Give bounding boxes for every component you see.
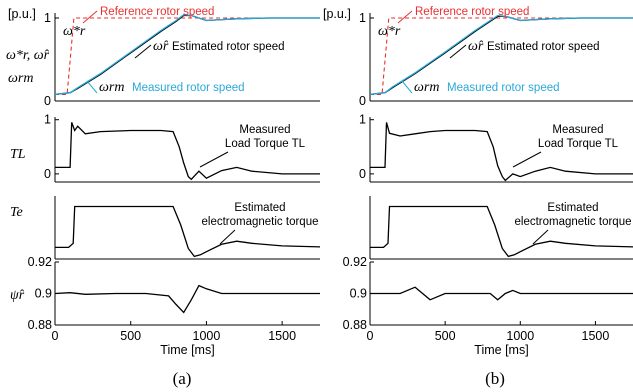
y-tick-label: 0.88 <box>28 318 52 332</box>
em-torque-label-line1: Estimated <box>234 202 285 214</box>
series-reference-rotor-speed <box>370 17 633 95</box>
estimated-symbol: ω̂r <box>153 39 169 54</box>
y-tick-label: 0 <box>359 167 366 181</box>
x-tick-label: 0 <box>367 329 374 343</box>
em-torque-pointer <box>219 229 236 245</box>
load-torque-label-line1: Measured <box>552 124 603 136</box>
load-torque-pointer <box>512 151 542 168</box>
panel-a: 0 1 Reference rotor speed ω*r ω̂r Estimated r… <box>8 6 321 388</box>
x-tick-label: 1000 <box>193 329 221 343</box>
em-torque-label-line2: electromagnetic torque <box>202 216 319 228</box>
speed-ylabel-top: ω*r, ω̂r <box>6 48 50 63</box>
measured-symbol: ωrm <box>99 80 124 95</box>
estimated-symbol: ω̂r <box>468 39 484 54</box>
reference-speed-label: Reference rotor speed <box>415 6 529 18</box>
panel-a-x-axis: 0 500 1000 1500 Time [ms] <box>52 321 296 357</box>
y-tick-label: 1 <box>359 113 366 127</box>
em-torque-pointer <box>532 229 549 245</box>
panel-a-speed-plot: 0 1 Reference rotor speed ω*r ω̂r Estimated r… <box>8 6 320 108</box>
panel-b-x-axis: 0 500 1000 1500 Time [ms] <box>367 321 610 357</box>
flux-ylabel: ψ̂r <box>10 288 25 303</box>
series-estimated-rotor-flux <box>54 284 320 314</box>
measured-pointer <box>401 80 413 94</box>
x-tick-label: 500 <box>435 329 456 343</box>
y-tick-label: 0.9 <box>35 287 52 301</box>
y-tick-label: 1 <box>44 11 51 25</box>
estimated-speed-label: Estimated rotor speed <box>172 41 285 53</box>
series-estimated-rotor-flux <box>370 286 633 301</box>
em-torque-ylabel: Te <box>10 205 23 220</box>
measured-speed-label: Measured rotor speed <box>447 82 560 94</box>
series-measured-load-torque-tl <box>370 122 633 182</box>
x-tick-label: 0 <box>52 329 59 343</box>
y-tick-label: 1 <box>44 113 51 127</box>
unit-label: [p.u.] <box>323 7 351 21</box>
unit-label: [p.u.] <box>8 7 36 21</box>
panel-a-caption: (a) <box>173 369 192 388</box>
panel-b-flux-plot: 0.88 0.9 0.92 <box>343 255 633 332</box>
reference-symbol: ω*r <box>63 24 86 39</box>
x-axis-label: Time [ms] <box>474 343 528 357</box>
y-tick-label: 0 <box>44 167 51 181</box>
load-torque-label-line2: Load Torque TL <box>538 138 619 150</box>
reference-pointer <box>397 10 413 24</box>
load-torque-label-line2: Load Torque TL <box>225 138 306 150</box>
estimated-pointer <box>134 44 152 59</box>
y-tick-label: 0.9 <box>350 287 367 301</box>
panel-a-flux-plot: 0.88 0.9 0.92 <box>28 255 320 332</box>
series-estimated-electromagnetic-torque <box>55 205 321 258</box>
y-tick-label: 0.88 <box>343 318 367 332</box>
load-torque-pointer <box>199 151 229 168</box>
y-tick-label: 1 <box>359 11 366 25</box>
series-reference-rotor-speed <box>55 17 320 95</box>
x-tick-label: 500 <box>120 329 141 343</box>
y-tick-label: 0.92 <box>28 255 52 269</box>
load-torque-ylabel: TL <box>10 147 26 162</box>
speed-ylabel-bottom: ωrm <box>8 71 33 86</box>
series-estimated-electromagnetic-torque <box>370 205 633 258</box>
em-torque-label-line2: electromagnetic torque <box>515 216 632 228</box>
y-tick-label: 0.92 <box>343 255 367 269</box>
reference-symbol: ω*r <box>378 24 401 39</box>
x-axis-label: Time [ms] <box>160 343 214 357</box>
y-tick-label: 0 <box>359 94 366 108</box>
panel-b-caption: (b) <box>485 369 505 388</box>
measured-pointer <box>86 80 98 94</box>
panel-b-load-torque-plot: 0 1 Measured Load Torque TL <box>359 113 633 183</box>
panel-a-load-torque-plot: 0 1 Measured Load Torque TL <box>44 113 320 183</box>
estimated-speed-label: Estimated rotor speed <box>487 41 600 53</box>
series-measured-rotor-speed <box>369 14 633 96</box>
panel-b-speed-plot: 0 1 Reference rotor speed ω*r ω̂r Estimated r… <box>323 6 633 108</box>
panel-b: 0 1 Reference rotor speed ω*r ω̂r Estimated r… <box>323 6 633 388</box>
measured-speed-label: Measured rotor speed <box>132 82 245 94</box>
x-tick-label: 1500 <box>582 329 610 343</box>
panel-b-em-torque-plot: Estimated electromagnetic torque <box>369 196 633 260</box>
reference-speed-label: Reference rotor speed <box>100 6 214 18</box>
em-torque-label-line1: Estimated <box>547 202 598 214</box>
load-torque-label-line1: Measured <box>239 124 290 136</box>
panel-a-em-torque-plot: Estimated electromagnetic torque <box>54 196 321 260</box>
x-tick-label: 1500 <box>268 329 296 343</box>
measured-symbol: ωrm <box>414 80 439 95</box>
estimated-pointer <box>449 44 467 59</box>
reference-pointer <box>82 10 98 24</box>
series-measured-rotor-speed <box>54 14 320 96</box>
y-tick-label: 0 <box>44 94 51 108</box>
x-tick-label: 1000 <box>506 329 534 343</box>
series-measured-load-torque-tl <box>55 122 320 181</box>
